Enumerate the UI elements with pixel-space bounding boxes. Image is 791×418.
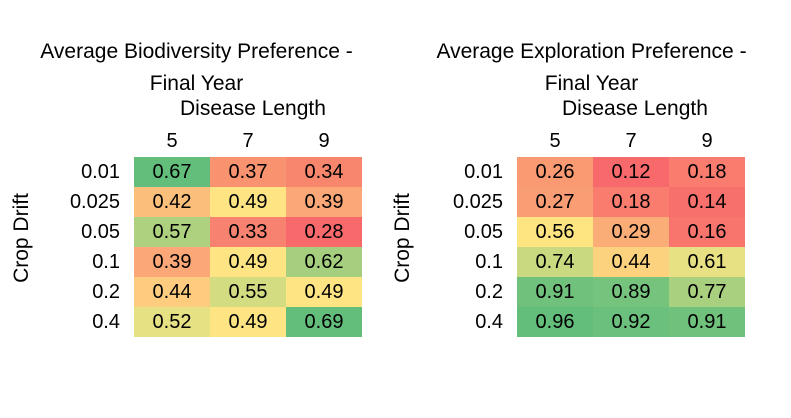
y-tick-label: 0.025 — [452, 191, 503, 213]
heatmap-cell: 0.39 — [286, 187, 362, 217]
heatmap-cell: 0.33 — [210, 217, 286, 247]
x-tick-label: 5 — [549, 130, 561, 152]
heatmap-cell: 0.49 — [210, 247, 286, 277]
heatmap-cell: 0.18 — [593, 187, 669, 217]
y-tick-label: 0.05 — [81, 221, 120, 243]
heatmap-cell: 0.14 — [669, 187, 745, 217]
heatmap-cell: 0.77 — [669, 277, 745, 307]
heatmap-cell: 0.56 — [517, 217, 593, 247]
heatmap-cell: 0.29 — [593, 217, 669, 247]
y-tick-label: 0.05 — [464, 221, 503, 243]
heatmap-cell: 0.69 — [286, 307, 362, 337]
x-axis-label: Disease Length — [562, 97, 708, 120]
heatmap-cell: 0.49 — [286, 277, 362, 307]
heatmap-cell: 0.37 — [210, 157, 286, 187]
heatmap-cell: 0.96 — [517, 307, 593, 337]
exploration-heatmap-panel: Average Exploration Preference - Final Y… — [391, 0, 790, 418]
x-tick-label: 9 — [318, 130, 330, 152]
heatmap-cell: 0.61 — [669, 247, 745, 277]
heatmap-cell: 0.49 — [210, 187, 286, 217]
heatmap-cell: 0.55 — [210, 277, 286, 307]
heatmap-cell: 0.74 — [517, 247, 593, 277]
x-tick-label: 5 — [166, 130, 178, 152]
heatmap-cell: 0.92 — [593, 307, 669, 337]
heatmap-cell: 0.39 — [134, 247, 210, 277]
chart-title: Average Exploration Preference - Final Y… — [436, 40, 747, 95]
heatmap-cell: 0.49 — [210, 307, 286, 337]
y-tick-label: 0.01 — [464, 161, 503, 183]
heatmap-cell: 0.34 — [286, 157, 362, 187]
y-tick-label: 0.4 — [475, 311, 503, 333]
heatmap-cell: 0.44 — [593, 247, 669, 277]
x-axis-label: Disease Length — [180, 97, 326, 120]
y-tick-label: 0.4 — [92, 311, 120, 333]
heatmap-cell: 0.57 — [134, 217, 210, 247]
y-tick-label: 0.1 — [475, 251, 503, 273]
x-tick-label: 7 — [625, 130, 637, 152]
heatmap-cell: 0.62 — [286, 247, 362, 277]
heatmap-cell: 0.12 — [593, 157, 669, 187]
heatmap-cell: 0.89 — [593, 277, 669, 307]
heatmap-cell: 0.42 — [134, 187, 210, 217]
chart-title: Average Biodiversity Preference - Final … — [40, 40, 353, 95]
y-tick-label: 0.1 — [92, 251, 120, 273]
heatmap-cell: 0.67 — [134, 157, 210, 187]
y-tick-label: 0.01 — [81, 161, 120, 183]
y-tick-label: 0.2 — [475, 281, 503, 303]
y-tick-label: 0.025 — [69, 191, 120, 213]
heatmap-cell: 0.27 — [517, 187, 593, 217]
heatmap-cell: 0.91 — [517, 277, 593, 307]
x-tick-label: 7 — [242, 130, 254, 152]
y-axis-label: Crop Drift — [390, 193, 414, 283]
heatmap-cell: 0.44 — [134, 277, 210, 307]
heatmap-cell: 0.28 — [286, 217, 362, 247]
heatmap-cell: 0.91 — [669, 307, 745, 337]
heatmap-cell: 0.26 — [517, 157, 593, 187]
y-axis-label: Crop Drift — [9, 193, 33, 283]
heatmap-cell: 0.52 — [134, 307, 210, 337]
y-tick-label: 0.2 — [92, 281, 120, 303]
heatmap-cell: 0.16 — [669, 217, 745, 247]
biodiversity-heatmap-panel: Average Biodiversity Preference - Final … — [0, 0, 395, 418]
heatmap-cell: 0.18 — [669, 157, 745, 187]
x-tick-label: 9 — [701, 130, 713, 152]
